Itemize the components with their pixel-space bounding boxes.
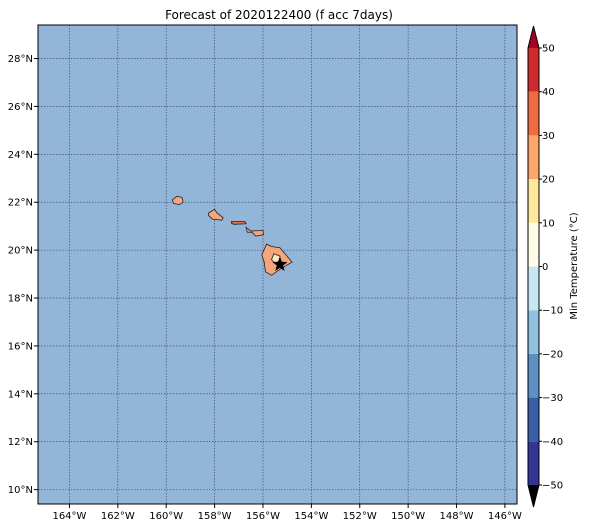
x-tick-label: 154°W: [294, 511, 328, 522]
colorbar-tick-label: 40: [542, 87, 555, 98]
colorbar-tick-label: 30: [542, 131, 555, 142]
island-maui: [245, 226, 264, 237]
y-tick-label: 20°N: [8, 246, 33, 257]
y-tick-label: 18°N: [8, 294, 33, 305]
colorbar-bin: [528, 397, 539, 442]
y-tick-label: 16°N: [8, 341, 33, 352]
x-tick-label: 158°W: [198, 511, 232, 522]
colorbar-tick-label: 20: [542, 175, 555, 186]
x-tick-label: 150°W: [391, 511, 425, 522]
x-tick-label: 156°W: [246, 511, 280, 522]
y-tick-label: 28°N: [8, 54, 33, 65]
island-molokai: [231, 221, 247, 225]
y-tick-label: 22°N: [8, 198, 33, 209]
longitude-axis: 164°W 162°W 160°W 158°W 156°W 154°W 152°W 150°W…: [52, 504, 522, 522]
colorbar-bin: [528, 353, 539, 398]
x-tick-label: 146°W: [488, 511, 522, 522]
colorbar-bin: [528, 48, 539, 92]
star-icon: [272, 256, 288, 271]
map-panel: 164°W 162°W 160°W 158°W 156°W 154°W 152°W 150°W…: [8, 24, 522, 522]
colorbar-tick-label: 0: [542, 262, 548, 273]
map-title: Forecast of 2020122400 (f acc 7days): [165, 8, 393, 22]
y-tick-label: 26°N: [8, 102, 33, 113]
colorbar-tick-label: −40: [542, 437, 563, 448]
islands: [171, 195, 293, 276]
colorbar-bin: [528, 91, 539, 136]
gridlines: [38, 25, 517, 504]
colorbar-extend-low: [528, 485, 539, 507]
colorbar-bin: [528, 135, 539, 180]
y-tick-label: 14°N: [8, 389, 33, 400]
x-tick-label: 152°W: [343, 511, 377, 522]
colorbar-label: Min Temperature (°C): [569, 212, 580, 319]
colorbar-bin: [528, 310, 539, 354]
colorbar-bin: [528, 441, 539, 485]
y-tick-label: 10°N: [8, 485, 33, 496]
x-tick-label: 148°W: [440, 511, 474, 522]
colorbar-bin: [528, 179, 539, 223]
colorbar-extend-high: [528, 26, 539, 48]
y-tick-label: 12°N: [8, 437, 33, 448]
latitude-axis: 10°N 12°N 14°N 16°N 18°N 20°N 22°N 24°N 26°N 28°N: [8, 54, 38, 496]
colorbar-ticks: −50 −40 −30 −20 −10 0 10 20 30 40 50: [539, 44, 563, 492]
map-frame: [37, 24, 518, 505]
colorbar-bin: [528, 266, 539, 311]
island-kauai: [171, 195, 184, 206]
island-oahu: [208, 208, 224, 221]
x-tick-label: 162°W: [101, 511, 135, 522]
colorbar-tick-label: −50: [542, 481, 563, 492]
x-tick-label: 164°W: [52, 511, 86, 522]
location-marker: [272, 256, 288, 271]
colorbar-bins: [528, 48, 539, 485]
y-tick-label: 24°N: [8, 150, 33, 161]
colorbar-tick-label: −20: [542, 349, 563, 360]
colorbar-tick-label: 10: [542, 218, 555, 229]
colorbar: −50 −40 −30 −20 −10 0 10 20 30 40 50 Min Temperatu…: [527, 25, 580, 508]
colorbar-tick-label: −30: [542, 393, 563, 404]
colorbar-tick-label: 50: [542, 44, 555, 55]
x-tick-label: 160°W: [149, 511, 183, 522]
colorbar-tick-label: −10: [542, 306, 563, 317]
colorbar-bin: [528, 222, 539, 267]
